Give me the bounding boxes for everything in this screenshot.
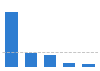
- Bar: [25, 53, 37, 67]
- Bar: [63, 63, 75, 67]
- Bar: [82, 64, 95, 67]
- Bar: [44, 55, 56, 67]
- Bar: [5, 12, 18, 67]
